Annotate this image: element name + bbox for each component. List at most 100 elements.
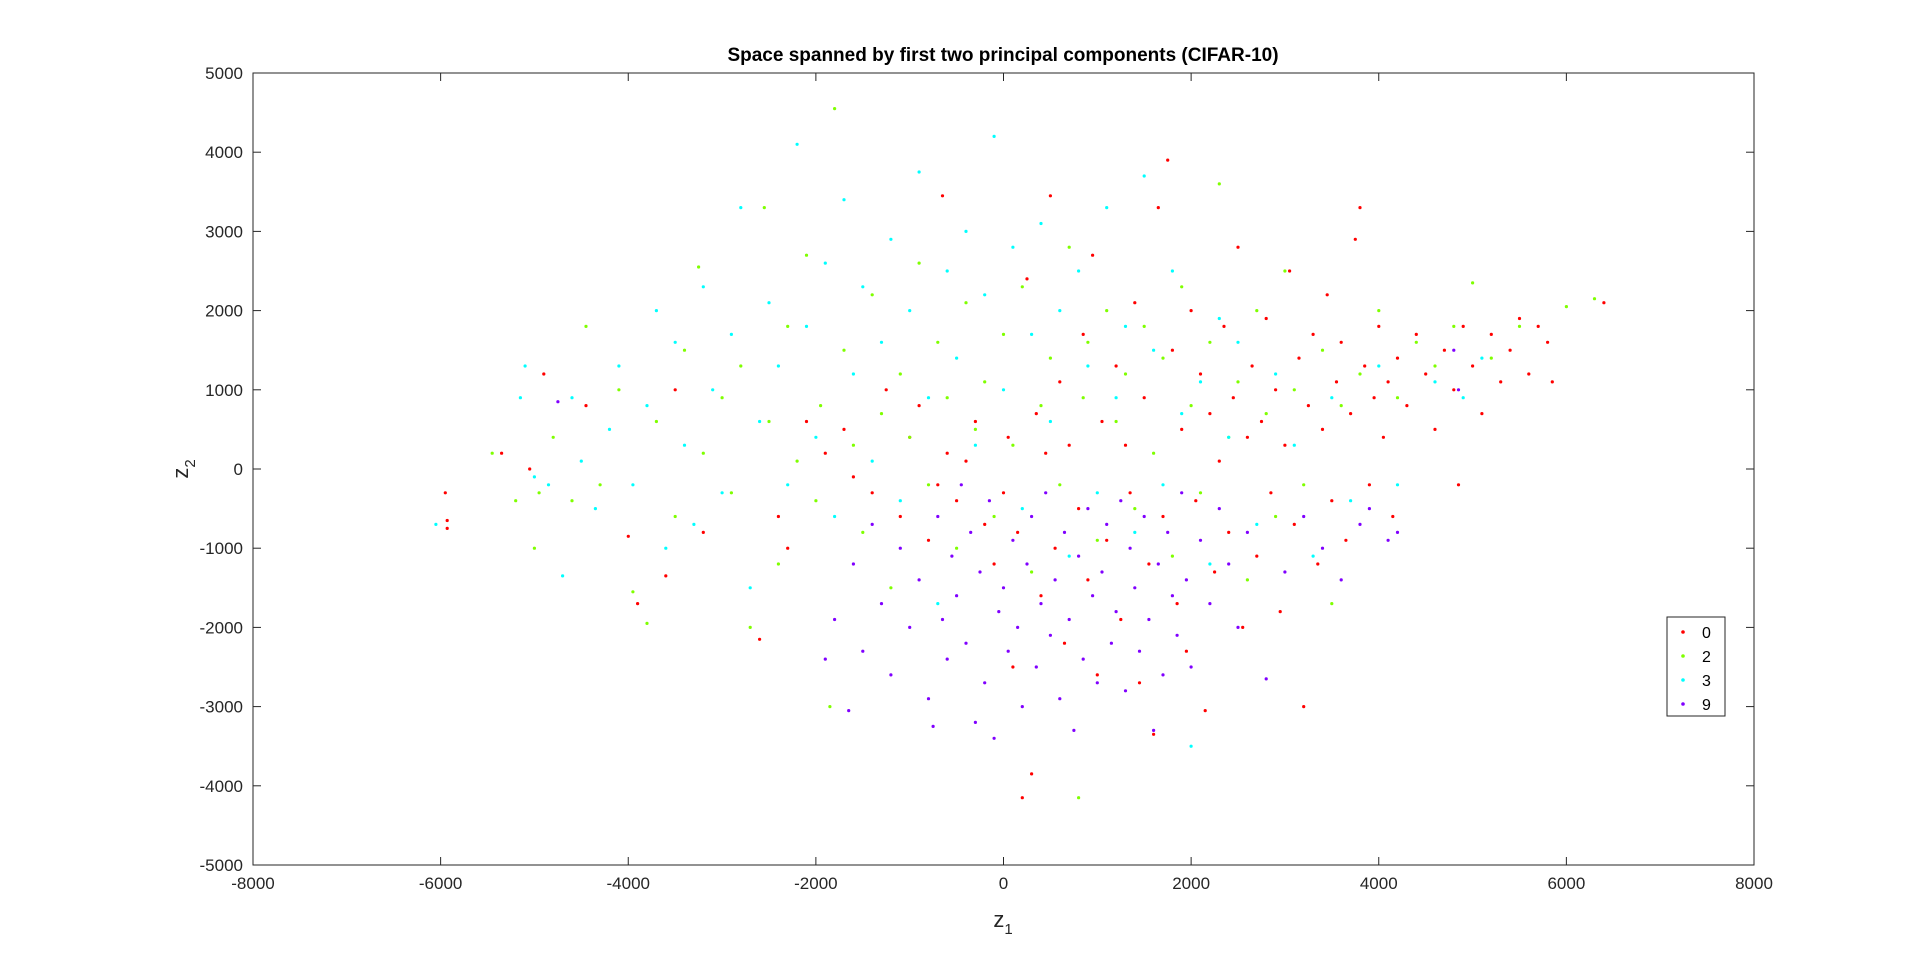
data-point <box>1288 269 1292 273</box>
data-point <box>1367 483 1371 487</box>
data-point <box>1081 657 1085 661</box>
data-point <box>1452 324 1456 328</box>
axis-ticks: -8000 -6000 -4000 -2000 0 2000 4000 6000 8000 -50… <box>200 64 1773 893</box>
data-point <box>1325 293 1329 297</box>
data-point <box>1077 507 1081 511</box>
data-point <box>739 206 743 210</box>
data-point <box>898 499 902 503</box>
data-point <box>1241 625 1245 630</box>
data-point <box>1152 732 1156 736</box>
data-point <box>1264 316 1268 321</box>
data-point <box>973 427 978 431</box>
data-point <box>1198 538 1203 542</box>
data-point <box>1255 554 1259 558</box>
data-point <box>1255 309 1259 313</box>
data-point <box>1546 340 1550 344</box>
data-point <box>579 459 583 463</box>
data-point <box>786 483 790 487</box>
data-point <box>1222 324 1226 328</box>
data-point <box>617 388 621 392</box>
data-point <box>1358 522 1362 527</box>
data-point <box>1217 459 1221 463</box>
data-point <box>879 602 884 606</box>
data-point <box>1114 396 1118 400</box>
x-tick-label: -4000 <box>607 874 650 893</box>
data-point <box>1231 396 1235 400</box>
data-point <box>1372 396 1376 400</box>
data-point <box>1011 245 1015 249</box>
data-point <box>842 198 846 202</box>
data-point <box>1269 491 1273 495</box>
data-point <box>631 590 635 594</box>
data-point <box>1456 388 1461 392</box>
data-point <box>1363 364 1367 368</box>
data-point <box>664 546 668 550</box>
data-point <box>879 340 884 344</box>
data-point <box>1330 602 1334 606</box>
data-point <box>570 499 574 503</box>
data-point <box>697 265 701 269</box>
x-tick-label: 6000 <box>1547 874 1585 893</box>
data-point <box>1358 372 1362 376</box>
data-point <box>1489 332 1493 336</box>
data-point <box>945 269 949 273</box>
data-point <box>1395 356 1400 360</box>
data-point <box>1414 332 1418 336</box>
data-point <box>720 396 724 400</box>
y-tick-label: -4000 <box>200 777 243 796</box>
data-point <box>955 499 959 503</box>
data-point <box>861 649 865 653</box>
data-point <box>1058 380 1062 384</box>
legend-label-0: 0 <box>1702 625 1711 642</box>
data-point <box>1414 340 1418 344</box>
data-point <box>1095 673 1099 677</box>
data-point <box>1166 530 1170 535</box>
data-point <box>1302 705 1306 709</box>
data-point <box>1156 206 1160 210</box>
data-point <box>959 483 963 487</box>
legend-label-3: 3 <box>1702 673 1711 690</box>
data-point <box>1227 435 1231 439</box>
data-point <box>1039 594 1043 598</box>
data-point <box>926 483 931 487</box>
legend-marker-9 <box>1681 702 1685 706</box>
data-point <box>1175 633 1179 637</box>
data-point <box>851 475 856 479</box>
data-point <box>795 459 799 463</box>
data-point <box>1020 507 1024 511</box>
y-tick-label: 2000 <box>205 302 243 321</box>
data-point <box>992 514 996 519</box>
data-point <box>1180 427 1184 431</box>
data-point <box>636 602 640 606</box>
data-point <box>1395 396 1400 400</box>
data-point <box>1161 483 1165 487</box>
data-point <box>1133 530 1137 535</box>
data-point <box>1349 499 1353 503</box>
data-point <box>973 419 978 424</box>
data-point <box>847 709 851 713</box>
data-point <box>551 435 555 439</box>
data-point <box>1480 356 1484 360</box>
data-point <box>1320 427 1325 431</box>
data-point <box>767 301 771 305</box>
data-point <box>1100 419 1104 424</box>
data-point <box>1095 491 1099 495</box>
data-point <box>1194 499 1198 503</box>
data-point <box>593 507 598 511</box>
data-point <box>908 309 912 313</box>
data-point <box>1072 728 1076 733</box>
x-tick-label: -2000 <box>794 874 837 893</box>
data-point <box>1030 332 1034 336</box>
data-point <box>1283 570 1287 574</box>
data-point <box>1592 297 1597 301</box>
x-tick-label: 8000 <box>1735 874 1773 893</box>
data-point <box>898 546 902 550</box>
data-point <box>1180 285 1184 289</box>
data-point <box>739 364 743 368</box>
data-point <box>1123 372 1128 376</box>
y-axis-title-base: z <box>168 468 193 479</box>
data-point <box>1180 491 1184 495</box>
data-point <box>1236 340 1240 344</box>
data-point <box>1264 677 1268 681</box>
